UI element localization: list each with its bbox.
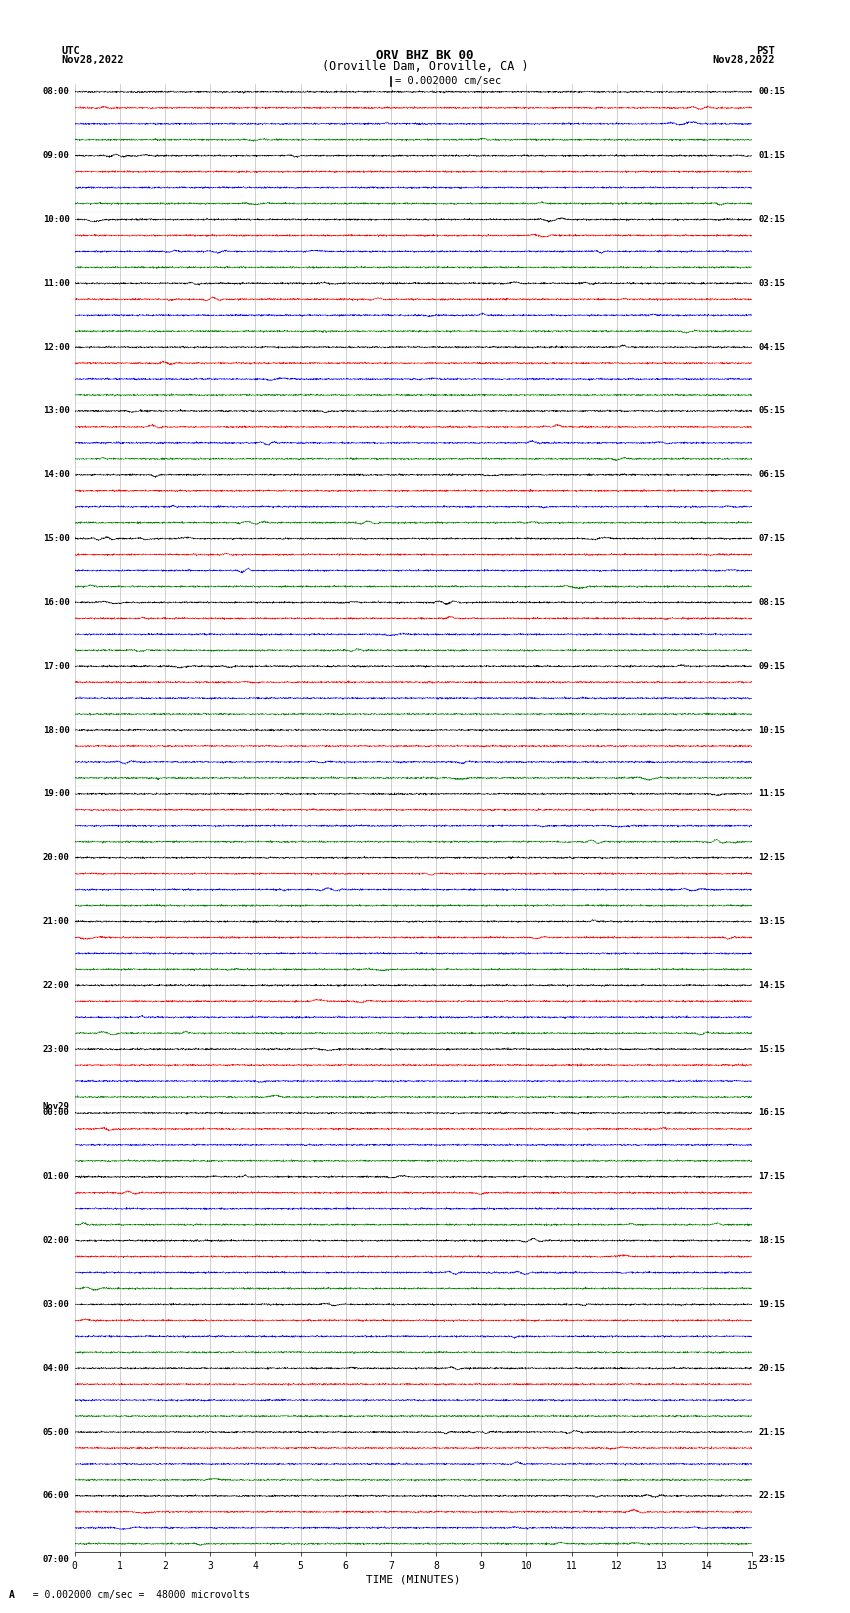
Text: 13:00: 13:00 — [42, 406, 70, 416]
Text: 01:15: 01:15 — [758, 152, 785, 160]
Text: 03:15: 03:15 — [758, 279, 785, 287]
Text: 06:00: 06:00 — [42, 1492, 70, 1500]
Text: Nov28,2022: Nov28,2022 — [712, 55, 775, 65]
Text: Nov28,2022: Nov28,2022 — [61, 55, 124, 65]
Text: 05:15: 05:15 — [758, 406, 785, 416]
Text: 06:15: 06:15 — [758, 471, 785, 479]
Text: 02:15: 02:15 — [758, 215, 785, 224]
Text: 19:15: 19:15 — [758, 1300, 785, 1308]
Text: 10:00: 10:00 — [42, 215, 70, 224]
Text: 01:00: 01:00 — [42, 1173, 70, 1181]
Text: 03:00: 03:00 — [42, 1300, 70, 1308]
Text: 02:00: 02:00 — [42, 1236, 70, 1245]
Text: 05:00: 05:00 — [42, 1428, 70, 1437]
X-axis label: TIME (MINUTES): TIME (MINUTES) — [366, 1574, 461, 1586]
Text: 12:15: 12:15 — [758, 853, 785, 863]
Text: UTC: UTC — [61, 47, 80, 56]
Text: 08:00: 08:00 — [42, 87, 70, 97]
Text: 07:15: 07:15 — [758, 534, 785, 544]
Text: 17:00: 17:00 — [42, 661, 70, 671]
Text: = 0.002000 cm/sec: = 0.002000 cm/sec — [395, 76, 501, 87]
Text: 09:00: 09:00 — [42, 152, 70, 160]
Text: 16:00: 16:00 — [42, 598, 70, 606]
Text: 11:15: 11:15 — [758, 789, 785, 798]
Text: 18:00: 18:00 — [42, 726, 70, 734]
Text: 11:00: 11:00 — [42, 279, 70, 287]
Text: 09:15: 09:15 — [758, 661, 785, 671]
Text: 19:00: 19:00 — [42, 789, 70, 798]
Text: 23:00: 23:00 — [42, 1045, 70, 1053]
Text: 22:15: 22:15 — [758, 1492, 785, 1500]
Text: 00:00: 00:00 — [42, 1108, 70, 1118]
Text: 14:15: 14:15 — [758, 981, 785, 990]
Text: 20:00: 20:00 — [42, 853, 70, 863]
Text: 15:00: 15:00 — [42, 534, 70, 544]
Text: 18:15: 18:15 — [758, 1236, 785, 1245]
Text: 22:00: 22:00 — [42, 981, 70, 990]
Text: 04:00: 04:00 — [42, 1363, 70, 1373]
Text: A: A — [8, 1590, 14, 1600]
Text: 14:00: 14:00 — [42, 471, 70, 479]
Text: 15:15: 15:15 — [758, 1045, 785, 1053]
Text: 17:15: 17:15 — [758, 1173, 785, 1181]
Text: 21:15: 21:15 — [758, 1428, 785, 1437]
Text: Nov29: Nov29 — [42, 1102, 70, 1111]
Text: 20:15: 20:15 — [758, 1363, 785, 1373]
Text: 00:15: 00:15 — [758, 87, 785, 97]
Text: 07:00: 07:00 — [42, 1555, 70, 1565]
Text: 08:15: 08:15 — [758, 598, 785, 606]
Text: (Oroville Dam, Oroville, CA ): (Oroville Dam, Oroville, CA ) — [321, 60, 529, 73]
Text: = 0.002000 cm/sec =  48000 microvolts: = 0.002000 cm/sec = 48000 microvolts — [21, 1590, 251, 1600]
Text: 21:00: 21:00 — [42, 918, 70, 926]
Text: 04:15: 04:15 — [758, 342, 785, 352]
Text: 23:15: 23:15 — [758, 1555, 785, 1565]
Text: PST: PST — [756, 47, 775, 56]
Text: ORV BHZ BK 00: ORV BHZ BK 00 — [377, 48, 473, 63]
Text: 12:00: 12:00 — [42, 342, 70, 352]
Text: 13:15: 13:15 — [758, 918, 785, 926]
Text: 10:15: 10:15 — [758, 726, 785, 734]
Text: 16:15: 16:15 — [758, 1108, 785, 1118]
